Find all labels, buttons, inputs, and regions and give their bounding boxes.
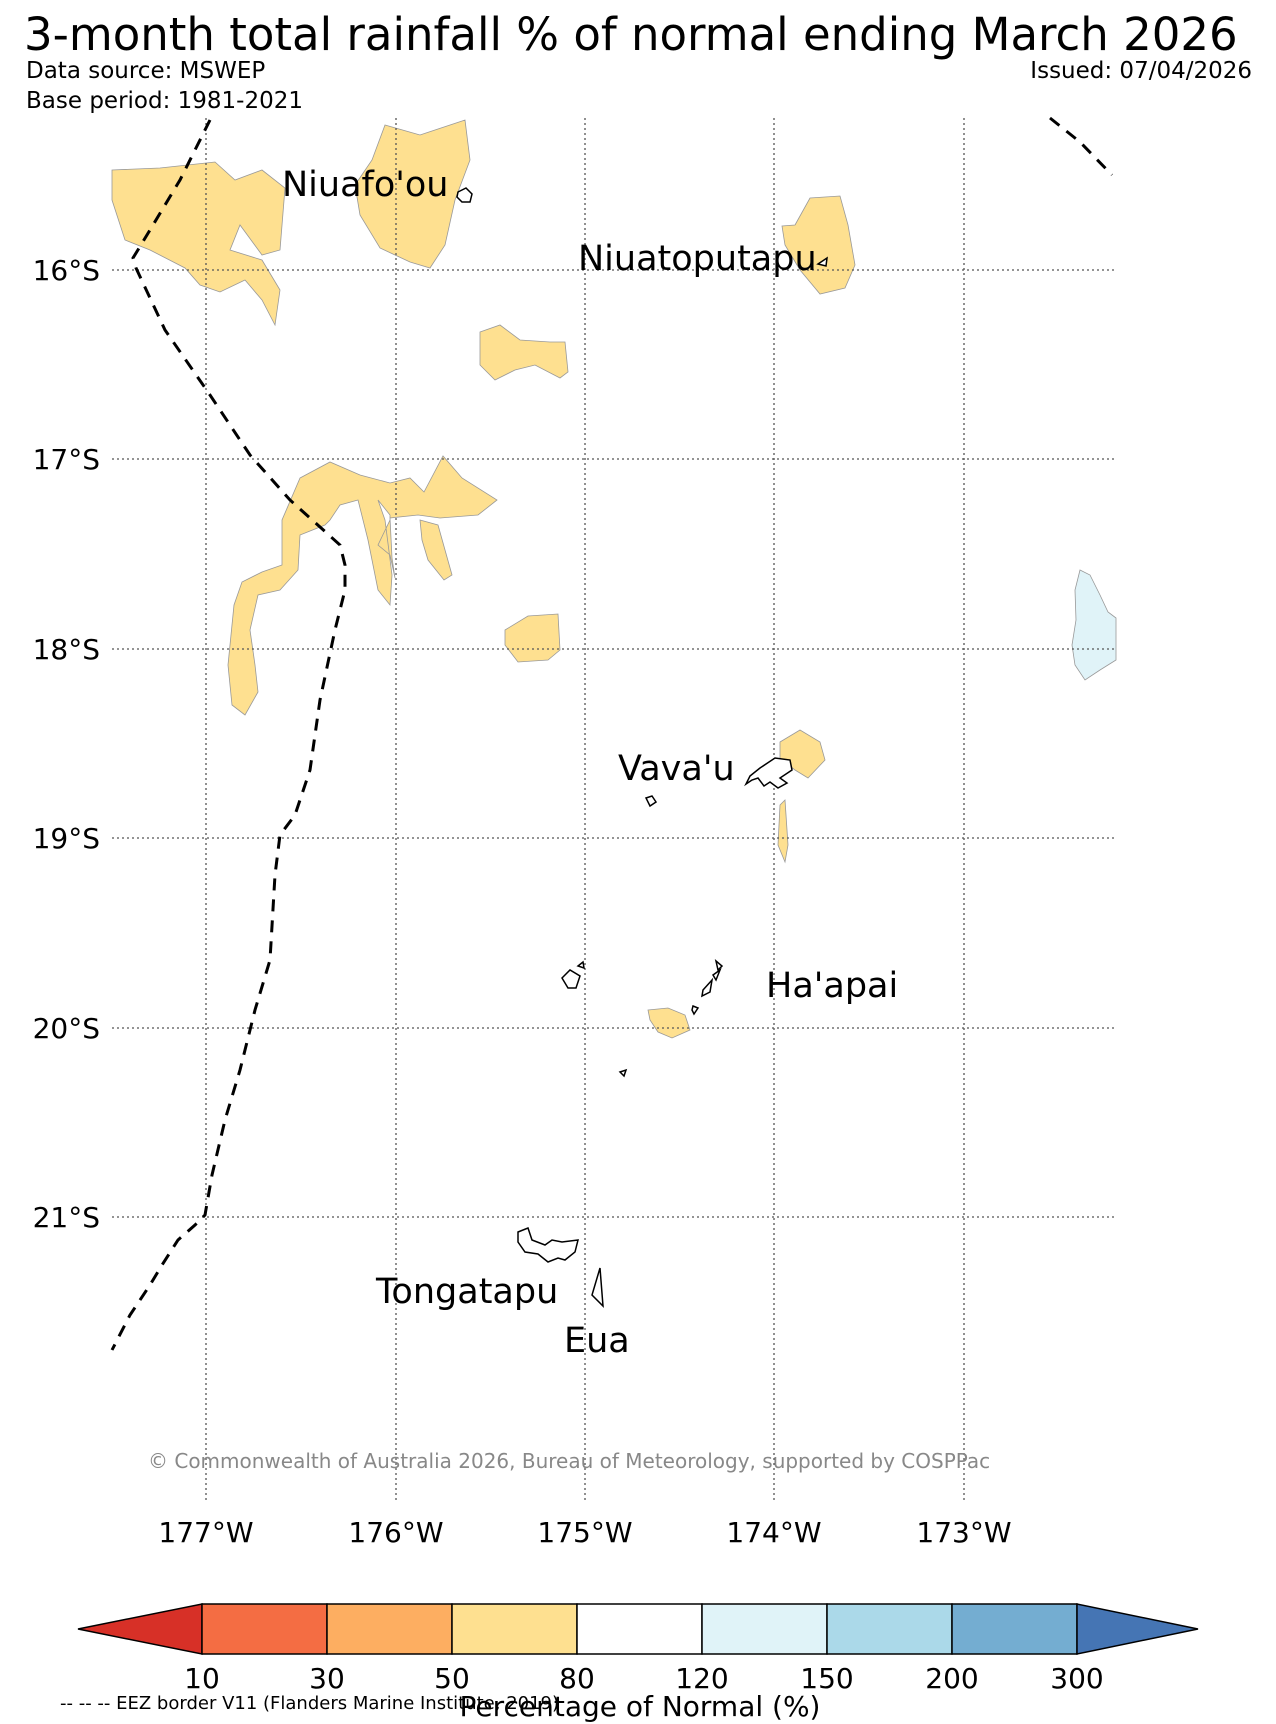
island-niuatoputapu <box>816 256 828 267</box>
colorbar-tick-label: 30 <box>309 1662 345 1695</box>
longitude-labels: 177°W 176°W 175°W 174°W 173°W <box>158 1516 1011 1549</box>
lat-label: 19°S <box>33 822 100 855</box>
island-haapai <box>691 1004 700 1016</box>
island-haapai <box>561 969 581 989</box>
colorbar-tick-label: 50 <box>434 1662 470 1695</box>
lat-label: 16°S <box>33 254 100 287</box>
below-normal-area <box>354 119 471 269</box>
island-tongatapu <box>517 1227 579 1263</box>
label-haapai: Ha'apai <box>766 966 898 1006</box>
below-normal-area <box>419 519 453 581</box>
lat-label: 18°S <box>33 633 100 666</box>
colorbar-tick-label: 200 <box>925 1662 978 1695</box>
island-niuafoou <box>456 187 473 203</box>
label-vavau: Vava'u <box>618 749 735 789</box>
island-haapai <box>576 960 585 970</box>
below-normal-area <box>111 161 286 327</box>
colorbar-ticks: 10 30 50 80 120 150 200 300 <box>184 1662 1104 1695</box>
below-normal-area <box>647 1007 691 1039</box>
colorbar-tick-label: 300 <box>1050 1662 1103 1695</box>
island-haapai <box>712 967 722 982</box>
eez-legend: -- -- -- EEZ border V11 (Flanders Marine… <box>60 1693 560 1714</box>
lat-label: 20°S <box>33 1012 100 1045</box>
colorbar-tick-label: 10 <box>184 1662 220 1695</box>
copyright-notice: © Commonwealth of Australia 2026, Bureau… <box>148 1449 990 1473</box>
label-niuatoputapu: Niuatoputapu <box>578 239 817 279</box>
label-niuafoou: Niuafo'ou <box>282 165 449 205</box>
colorbar-tick-label: 80 <box>559 1662 595 1695</box>
colorbar-segment <box>326 1603 453 1655</box>
colorbar-segment <box>451 1603 578 1655</box>
issued-date: Issued: 07/04/2026 <box>1030 58 1252 84</box>
below-normal-area <box>777 799 789 864</box>
island-vavau <box>744 757 793 789</box>
lon-label: 173°W <box>916 1516 1011 1549</box>
data-source: Data source: MSWEP <box>26 58 266 84</box>
above-normal-area <box>1071 569 1117 681</box>
colorbar <box>77 1603 1199 1655</box>
graticule <box>112 118 1116 1500</box>
lat-label: 17°S <box>33 443 100 476</box>
colorbar-segment <box>951 1603 1078 1655</box>
lat-label: 21°S <box>33 1201 100 1234</box>
colorbar-segment <box>701 1603 828 1655</box>
place-labels: Niuafo'ou Niuatoputapu Vava'u Ha'apai To… <box>282 165 898 1361</box>
island-outlines <box>456 187 828 1308</box>
colorbar-tick-label: 150 <box>800 1662 853 1695</box>
colorbar-segment <box>576 1603 703 1655</box>
colorbar-title: Percentage of Normal (%) <box>460 1690 821 1723</box>
latitude-labels: 16°S 17°S 18°S 19°S 20°S 21°S <box>33 254 100 1234</box>
below-normal-area <box>227 455 498 716</box>
lon-label: 176°W <box>348 1516 443 1549</box>
map-title: 3-month total rainfall % of normal endin… <box>24 8 1238 61</box>
lon-label: 177°W <box>158 1516 253 1549</box>
colorbar-segment <box>826 1603 953 1655</box>
colorbar-tick-label: 120 <box>675 1662 728 1695</box>
below-normal-area <box>781 195 856 295</box>
island-haapai <box>701 977 714 998</box>
colorbar-extend-high <box>1076 1603 1199 1655</box>
label-eua: Eua <box>564 1321 630 1361</box>
colorbar-segment <box>201 1603 328 1655</box>
base-period: Base period: 1981-2021 <box>26 88 304 114</box>
island-eua <box>591 1267 604 1308</box>
label-tongatapu: Tongatapu <box>375 1272 558 1312</box>
lon-label: 175°W <box>537 1516 632 1549</box>
colorbar-extend-low <box>77 1603 203 1655</box>
island-haapai <box>618 1068 628 1078</box>
lon-label: 174°W <box>726 1516 821 1549</box>
below-normal-area <box>504 613 561 663</box>
island-vavau-outlier <box>644 795 658 808</box>
eez-border <box>110 116 1114 1351</box>
island-haapai <box>714 959 724 972</box>
below-normal-area <box>479 324 569 381</box>
